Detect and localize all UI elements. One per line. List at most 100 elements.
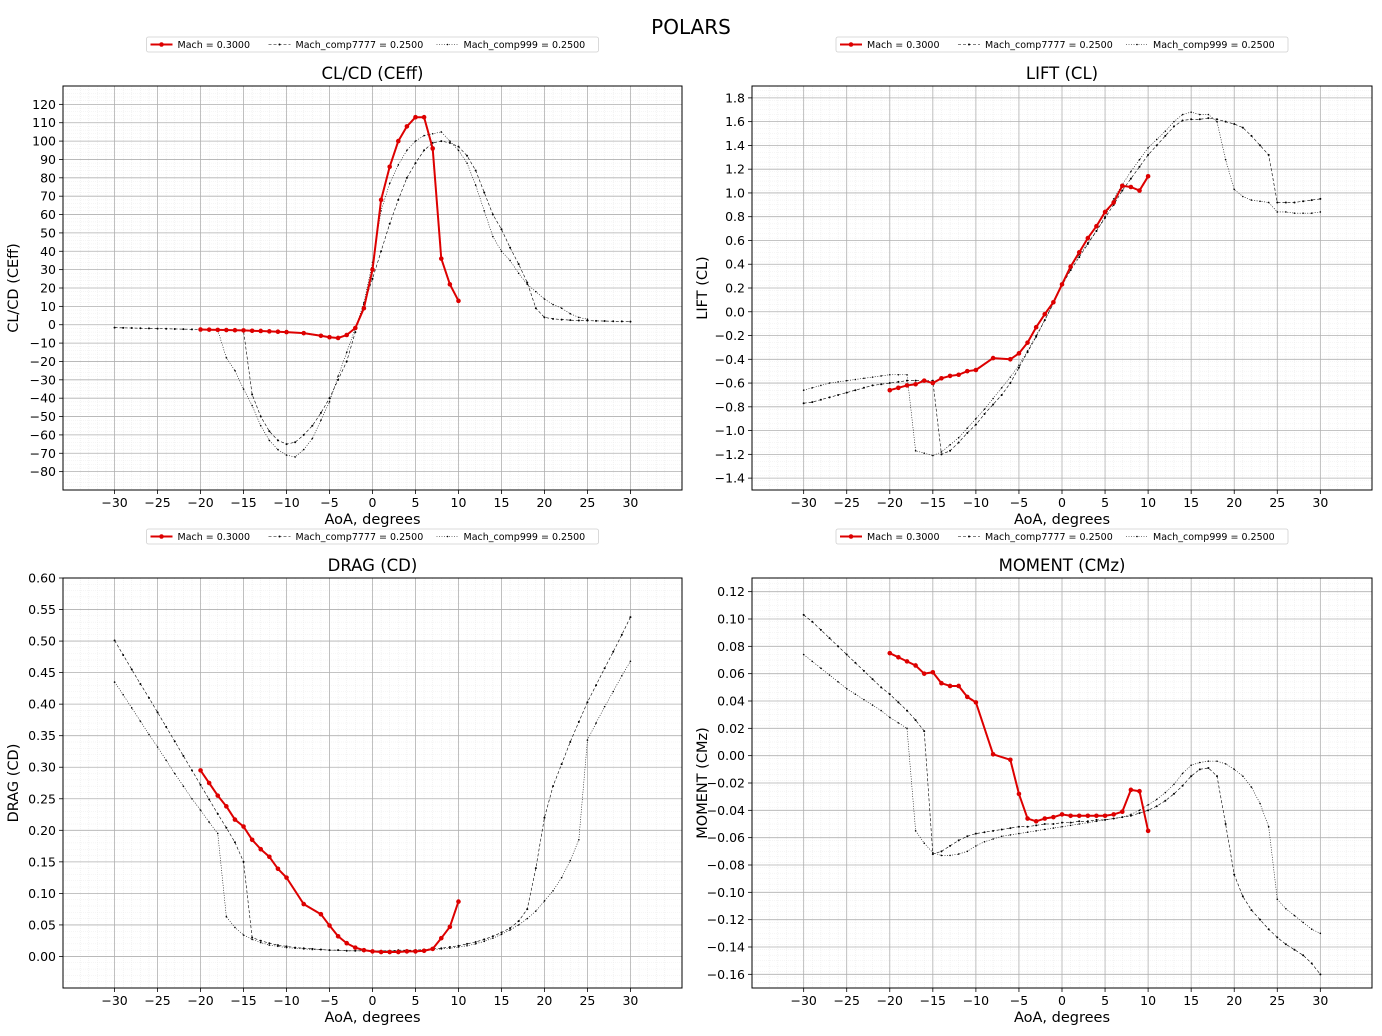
legend-label: Mach_comp999 = 0.2500: [1153, 532, 1275, 543]
data-point: [328, 401, 331, 403]
data-point: [483, 940, 486, 943]
data-point: [387, 949, 392, 955]
x-tick-label: −20: [187, 495, 213, 510]
legend-marker: [159, 534, 164, 539]
x-tick-label: −15: [230, 993, 256, 1008]
x-tick-label: −20: [877, 993, 903, 1008]
data-point: [130, 668, 133, 671]
data-point: [887, 650, 893, 656]
data-point: [199, 809, 202, 811]
data-point: [1043, 823, 1046, 825]
y-tick-label: −10: [30, 336, 56, 351]
data-point: [1000, 393, 1003, 396]
x-tick-label: 25: [1269, 495, 1285, 510]
data-point: [1086, 820, 1089, 823]
data-point: [1008, 356, 1013, 362]
data-point: [1181, 784, 1184, 787]
data-point: [147, 696, 150, 699]
data-point: [1000, 828, 1003, 831]
x-tick-label: 15: [494, 495, 510, 510]
data-point: [190, 769, 193, 772]
data-point: [629, 616, 632, 619]
y-tick-label: 10: [40, 299, 56, 314]
data-point: [828, 674, 831, 676]
x-tick-label: 5: [1101, 993, 1109, 1008]
y-tick-label: −0.4: [715, 352, 745, 367]
legend-marker: [848, 42, 854, 47]
legend: Mach = 0.3000 Mach_comp7777 = 0.2500 Mach_…: [146, 36, 599, 53]
y-tick-label: −60: [30, 427, 56, 442]
data-point: [148, 733, 150, 736]
data-point: [1119, 183, 1125, 189]
data-point: [973, 367, 979, 373]
data-point: [318, 911, 324, 917]
data-point: [820, 667, 822, 669]
x-tick-label: −5: [320, 993, 338, 1008]
data-point: [992, 838, 994, 840]
data-point: [258, 846, 264, 852]
data-point: [854, 389, 857, 392]
legend-label: Mach_comp7777 = 0.2500: [985, 532, 1113, 543]
data-point: [543, 816, 546, 819]
data-point: [1164, 134, 1167, 137]
data-point: [1059, 812, 1065, 817]
y-tick-label: −1.4: [715, 471, 745, 486]
data-point: [906, 709, 908, 712]
legend-label: Mach_comp999 = 0.2500: [1153, 40, 1275, 51]
y-tick-label: 50: [40, 225, 56, 240]
legend-box: [835, 528, 1289, 545]
data-point: [595, 319, 598, 322]
data-point: [1147, 804, 1149, 806]
x-tick-label: 0: [369, 495, 377, 510]
data-point: [1128, 787, 1134, 793]
data-point: [284, 329, 289, 335]
data-point: [500, 250, 503, 253]
data-point: [1130, 813, 1132, 816]
data-point: [543, 316, 546, 319]
data-point: [1242, 195, 1244, 198]
series-1: [887, 650, 1151, 834]
y-tick-label: 0.55: [28, 602, 56, 617]
data-point: [612, 650, 615, 653]
data-point: [276, 944, 279, 947]
data-point: [1164, 130, 1167, 132]
y-tick-label: 0.0: [725, 304, 745, 319]
y-axis-label: CL/CD (CEff): [6, 243, 22, 333]
data-point: [880, 709, 882, 712]
data-point: [1250, 909, 1253, 912]
data-point: [267, 329, 272, 334]
data-point: [448, 946, 451, 948]
data-point: [232, 817, 238, 822]
data-point: [819, 398, 822, 401]
data-point: [113, 639, 116, 642]
data-point: [956, 372, 961, 378]
data-point: [1250, 134, 1253, 137]
data-point: [156, 711, 159, 714]
data-point: [457, 944, 460, 947]
x-tick-label: 5: [412, 495, 420, 510]
y-tick-label: 0.4: [725, 257, 745, 272]
data-point: [992, 829, 995, 832]
data-point: [457, 149, 460, 152]
data-point: [552, 890, 554, 892]
data-point: [1111, 200, 1116, 205]
data-point: [1190, 775, 1193, 778]
data-point: [828, 382, 831, 384]
x-tick-label: 20: [1226, 993, 1242, 1008]
data-point: [1112, 817, 1115, 820]
data-point: [1155, 138, 1158, 141]
data-point: [552, 785, 555, 788]
data-point: [371, 277, 374, 280]
y-tick-label: 0.25: [28, 791, 56, 806]
data-point: [1293, 212, 1296, 214]
data-point: [1025, 340, 1030, 345]
data-point: [1145, 828, 1151, 834]
data-point: [1173, 120, 1175, 123]
data-point: [896, 385, 901, 391]
data-point: [906, 727, 908, 730]
data-point: [320, 419, 322, 422]
data-point: [526, 908, 529, 911]
data-point: [251, 404, 253, 407]
data-point: [345, 360, 348, 363]
data-point: [285, 443, 288, 446]
